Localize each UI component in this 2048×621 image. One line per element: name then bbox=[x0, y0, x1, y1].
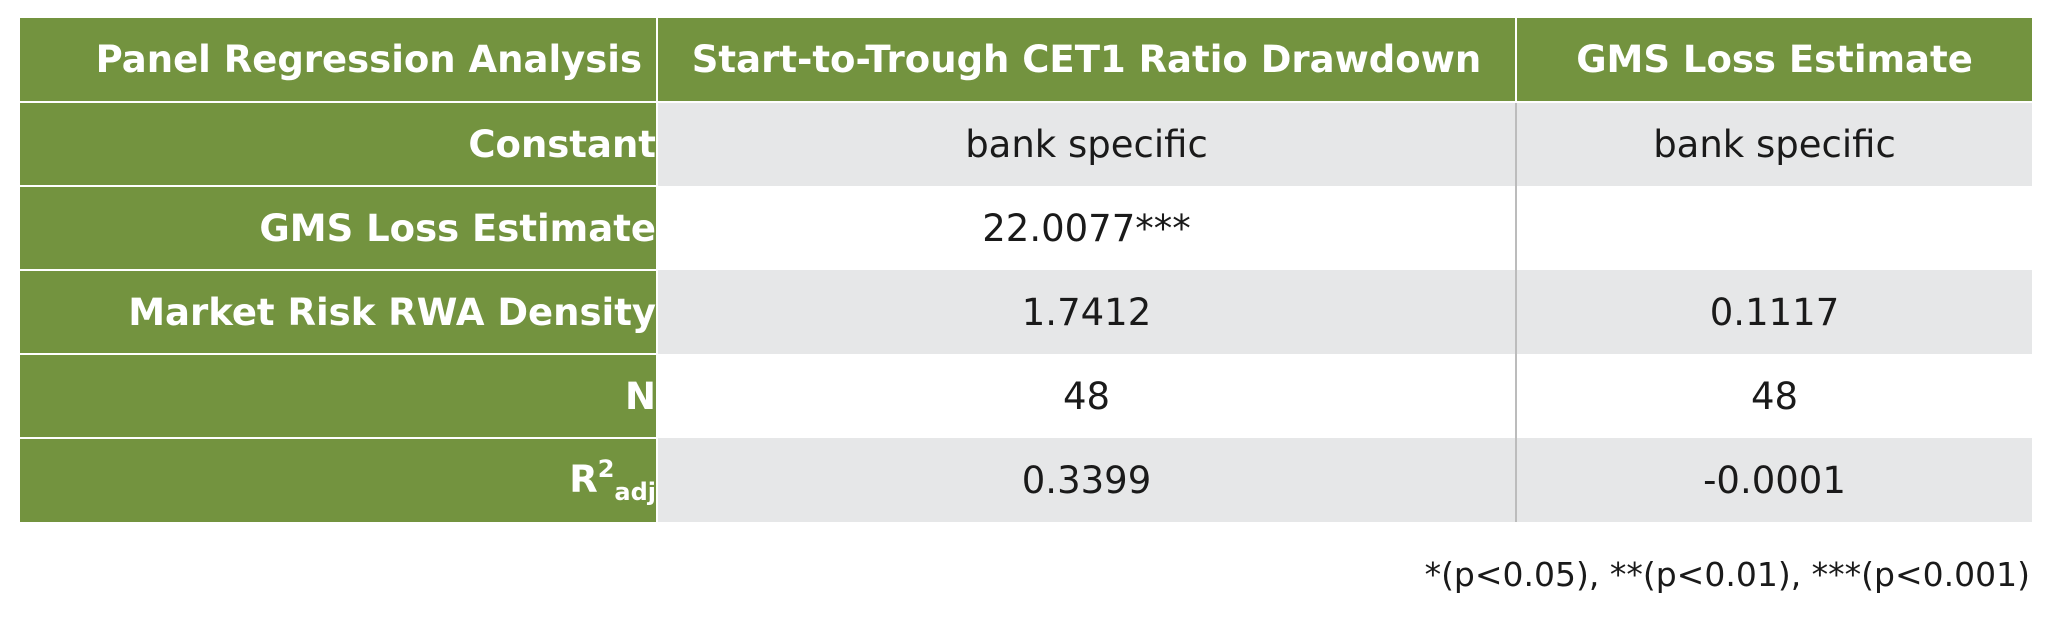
header-gms-loss-estimate: GMS Loss Estimate bbox=[1516, 18, 2032, 103]
row-label-r2-adj: R2adj bbox=[20, 438, 658, 522]
row-label-market-risk-rwa-density: Market Risk RWA Density bbox=[20, 270, 658, 355]
cell-gms-loss-cet1: 22.0077*** bbox=[657, 186, 1517, 270]
table-row-constant: Constant bank specific bank specific bbox=[20, 102, 2032, 187]
row-label-n: N bbox=[20, 354, 658, 439]
header-cet1-drawdown: Start-to-Trough CET1 Ratio Drawdown bbox=[657, 18, 1517, 103]
row-label-constant: Constant bbox=[20, 102, 658, 187]
regression-table: Panel Regression Analysis Start-to-Troug… bbox=[20, 18, 2032, 522]
cell-gms-loss-gms bbox=[1516, 186, 2032, 270]
cell-n-cet1: 48 bbox=[657, 354, 1517, 438]
table-row-market-risk-rwa-density: Market Risk RWA Density 1.7412 0.1117 bbox=[20, 270, 2032, 355]
r2-base: R bbox=[569, 458, 598, 501]
significance-footnote: *(p<0.05), **(p<0.01), ***(p<0.001) bbox=[1424, 555, 2030, 594]
cell-r2-adj-gms: -0.0001 bbox=[1516, 438, 2032, 522]
row-label-gms-loss-estimate: GMS Loss Estimate bbox=[20, 186, 658, 271]
table-row-r2-adj: R2adj 0.3399 -0.0001 bbox=[20, 438, 2032, 522]
table-row-n: N 48 48 bbox=[20, 354, 2032, 439]
r2-superscript: 2 bbox=[597, 455, 615, 483]
cell-rwa-density-cet1: 1.7412 bbox=[657, 270, 1517, 354]
table-header-row: Panel Regression Analysis Start-to-Troug… bbox=[20, 18, 2032, 103]
cell-constant-cet1: bank specific bbox=[657, 102, 1517, 186]
header-panel-regression-analysis: Panel Regression Analysis bbox=[20, 18, 658, 103]
table-row-gms-loss-estimate: GMS Loss Estimate 22.0077*** bbox=[20, 186, 2032, 271]
cell-constant-gms: bank specific bbox=[1516, 102, 2032, 186]
cell-r2-adj-cet1: 0.3399 bbox=[657, 438, 1517, 522]
cell-rwa-density-gms: 0.1117 bbox=[1516, 270, 2032, 354]
cell-n-gms: 48 bbox=[1516, 354, 2032, 438]
r2-subscript: adj bbox=[614, 478, 656, 506]
